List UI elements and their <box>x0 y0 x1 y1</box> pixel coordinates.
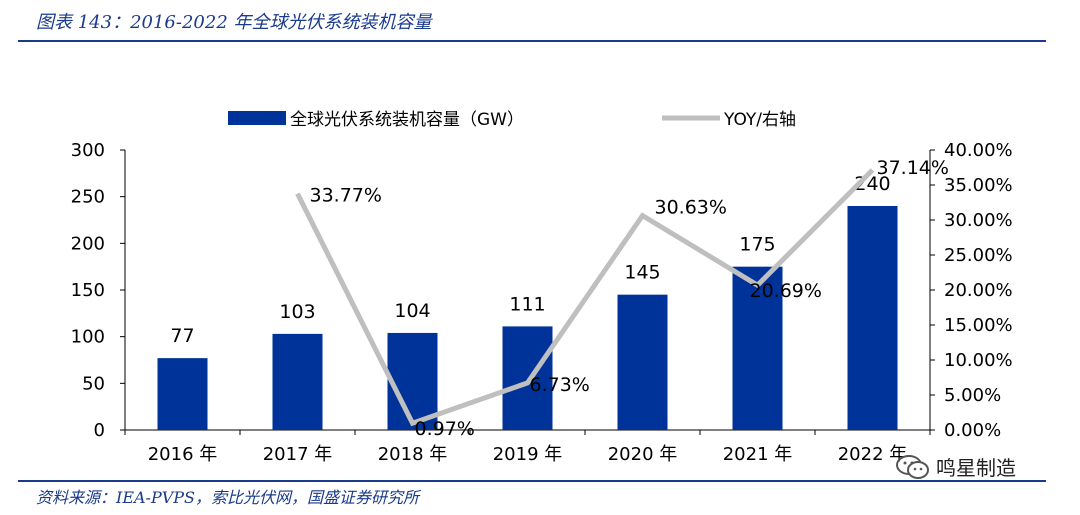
right-tick-label: 40.00% <box>944 140 1013 161</box>
right-tick-label: 30.00% <box>944 210 1013 231</box>
watermark-text: 鸣星制造 <box>936 456 1016 480</box>
yoy-capacity-chart: 0 50 100 150 200 250 300 0.00% 5.00% 10.00% 15.00%… <box>71 110 1013 465</box>
yoy-value-label: 30.63% <box>655 197 727 219</box>
right-tick-label: 20.00% <box>944 280 1013 301</box>
source-note: 资料来源：IEA-PVPS，索比光伏网，国盛证券研究所 <box>36 488 420 507</box>
yoy-value-label: 33.77% <box>310 185 382 207</box>
right-tick-label: 15.00% <box>944 315 1013 336</box>
bar-value-label: 145 <box>624 262 660 284</box>
left-tick-label: 300 <box>71 140 105 161</box>
yoy-line <box>295 168 875 427</box>
x-tick-label: 2021 年 <box>723 444 793 465</box>
legend-bar-swatch <box>228 111 286 125</box>
left-tick-label: 200 <box>71 233 105 254</box>
x-tick-label: 2020 年 <box>608 444 678 465</box>
yoy-value-label: 37.14% <box>877 157 949 179</box>
right-tick-label: 25.00% <box>944 245 1013 266</box>
right-tick-label: 35.00% <box>944 175 1013 196</box>
bar <box>502 326 553 430</box>
right-tick-label: 0.00% <box>944 420 1001 441</box>
bar-value-label: 77 <box>170 325 194 347</box>
bar-value-label: 103 <box>279 301 315 323</box>
watermark: 鸣星制造 <box>896 452 1016 481</box>
wechat-icon <box>896 454 929 479</box>
bar <box>847 206 898 430</box>
x-tick-label: 2019 年 <box>493 444 563 465</box>
left-tick-label: 50 <box>82 373 105 394</box>
bar <box>387 332 438 430</box>
left-tick-label: 250 <box>71 187 105 208</box>
yoy-value-label: 0.97% <box>415 418 475 440</box>
bar <box>732 266 783 430</box>
x-tick-label: 2016 年 <box>148 444 218 465</box>
x-tick-label: 2022 年 <box>838 444 908 465</box>
legend-bar-label: 全球光伏系统装机容量（GW） <box>290 110 524 130</box>
right-tick-label: 5.00% <box>944 385 1001 406</box>
right-tick-label: 10.00% <box>944 350 1013 371</box>
bar <box>157 358 208 430</box>
left-tick-label: 0 <box>94 420 105 441</box>
bar <box>272 333 323 430</box>
title-rule <box>18 40 1046 42</box>
left-tick-label: 100 <box>71 327 105 348</box>
x-tick-label: 2018 年 <box>378 444 448 465</box>
yoy-value-label: 6.73% <box>530 374 590 396</box>
figure-title: 图表 143：2016-2022 年全球光伏系统装机容量 <box>36 12 432 33</box>
bar <box>617 294 668 430</box>
legend-line-label: YOY/右轴 <box>723 110 796 130</box>
bar-value-label: 111 <box>509 293 545 315</box>
yoy-value-label: 20.69% <box>750 280 822 302</box>
source-rule <box>18 480 1046 482</box>
x-tick-label: 2017 年 <box>263 444 333 465</box>
bar-value-label: 104 <box>394 300 430 322</box>
bar-value-label: 175 <box>739 234 775 256</box>
left-tick-label: 150 <box>71 280 105 301</box>
